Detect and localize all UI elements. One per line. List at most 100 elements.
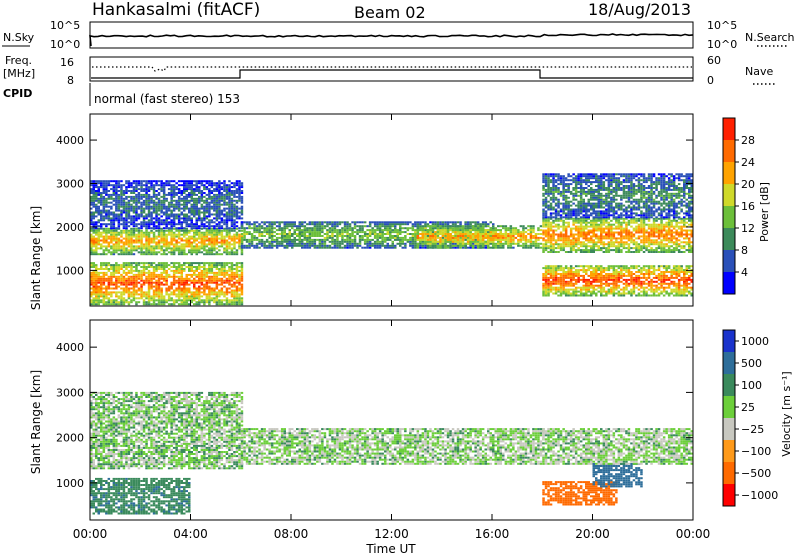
heatmap-cell xyxy=(321,238,324,241)
heatmap-cell xyxy=(338,223,342,226)
heatmap-cell xyxy=(554,274,558,277)
heatmap-cell xyxy=(97,289,100,292)
heatmap-cell xyxy=(180,223,183,226)
heatmap-cell xyxy=(218,190,221,192)
heatmap-cell xyxy=(585,265,588,268)
heatmap-cell xyxy=(469,236,472,239)
heatmap-cell xyxy=(268,236,271,239)
heatmap-cell xyxy=(102,275,106,278)
heatmap-cell xyxy=(208,299,211,302)
heatmap-cell xyxy=(195,203,198,206)
heatmap-cell xyxy=(318,229,322,232)
heatmap-cell xyxy=(537,227,540,230)
heatmap-cell xyxy=(353,231,357,234)
heatmap-cell xyxy=(205,205,209,208)
heatmap-cell xyxy=(248,221,251,224)
heatmap-cell xyxy=(378,221,382,224)
heatmap-cell xyxy=(160,253,163,256)
heatmap-cell xyxy=(554,292,558,295)
heatmap-cell xyxy=(439,244,442,247)
heatmap-cell xyxy=(220,213,224,216)
heatmap-cell xyxy=(115,180,118,183)
heatmap-cell xyxy=(336,240,339,243)
heatmap-cell xyxy=(208,253,211,256)
heatmap-cell xyxy=(155,269,158,272)
heatmap-cell xyxy=(336,231,339,234)
heatmap-cell xyxy=(160,207,163,210)
heatmap-cell xyxy=(125,188,128,191)
heatmap-cell xyxy=(110,251,113,254)
heatmap-cell xyxy=(562,267,565,270)
heatmap-cell xyxy=(125,301,128,304)
heatmap-cell xyxy=(157,283,161,286)
heatmap-cell xyxy=(175,217,178,220)
heatmap-cell xyxy=(162,264,166,267)
heatmap-cell xyxy=(200,197,204,200)
heatmap-cell xyxy=(198,237,201,240)
heatmap-cell xyxy=(193,213,196,216)
heatmap-cell xyxy=(112,223,116,226)
heatmap-cell xyxy=(102,287,106,290)
heatmap-cell xyxy=(167,264,171,267)
heatmap-cell xyxy=(107,197,111,200)
heatmap-cell xyxy=(185,229,188,232)
heatmap-cell xyxy=(162,277,166,280)
heatmap-cell xyxy=(170,297,173,300)
heatmap-cell xyxy=(444,235,447,237)
heatmap-cell xyxy=(175,193,178,196)
heatmap-cell xyxy=(524,244,528,247)
heatmap-cell xyxy=(183,264,186,267)
heatmap-cell xyxy=(426,235,430,237)
heatmap-cell xyxy=(200,219,204,222)
heatmap-cell xyxy=(132,283,136,286)
heatmap-cell xyxy=(401,227,404,230)
heatmap-cell xyxy=(459,236,462,239)
heatmap-cell xyxy=(130,215,133,218)
heatmap-cell xyxy=(303,236,307,239)
heatmap-cell xyxy=(549,273,553,275)
heatmap-cell xyxy=(218,193,221,196)
heatmap-cell xyxy=(489,246,492,249)
heatmap-cell xyxy=(177,209,181,212)
heatmap-cell xyxy=(291,235,294,237)
heatmap-cell xyxy=(147,277,151,280)
heatmap-cell xyxy=(150,295,153,298)
heatmap-cell xyxy=(92,205,95,208)
heatmap-cell xyxy=(537,244,540,247)
heatmap-cell xyxy=(107,182,111,185)
heatmap-cell xyxy=(213,293,216,296)
heatmap-cell xyxy=(577,265,580,268)
heatmap-cell xyxy=(386,231,389,234)
heatmap-cell xyxy=(235,233,239,236)
heatmap-cell xyxy=(557,286,560,289)
heatmap-cell xyxy=(637,282,641,285)
heatmap-cell xyxy=(200,295,204,298)
heatmap-cell xyxy=(223,279,226,282)
heatmap-cell xyxy=(280,236,284,239)
heatmap-cell xyxy=(95,205,98,208)
heatmap-cell xyxy=(177,241,181,244)
heatmap-cell xyxy=(190,279,193,282)
heatmap-cell xyxy=(145,203,148,206)
heatmap-cell xyxy=(632,278,636,281)
heatmap-cell xyxy=(233,295,236,298)
heatmap-cell xyxy=(630,278,633,281)
heatmap-cell xyxy=(389,223,392,226)
heatmap-cell xyxy=(394,235,397,237)
heatmap-cell xyxy=(479,244,482,247)
heatmap-cell xyxy=(198,190,201,192)
power-panel xyxy=(89,113,694,307)
heatmap-cell xyxy=(376,238,379,241)
heatmap-cell xyxy=(527,233,530,235)
heatmap-cell xyxy=(358,227,362,230)
heatmap-cell xyxy=(549,286,553,289)
heatmap-cell xyxy=(105,293,108,296)
heatmap-cell xyxy=(180,225,183,228)
heatmap-cell xyxy=(147,227,151,230)
heatmap-cell xyxy=(569,292,573,295)
heatmap-cell xyxy=(336,223,339,226)
heatmap-cell xyxy=(160,273,163,276)
heatmap-cell xyxy=(409,238,412,241)
heatmap-cell xyxy=(451,244,455,247)
heatmap-cell xyxy=(155,227,158,230)
